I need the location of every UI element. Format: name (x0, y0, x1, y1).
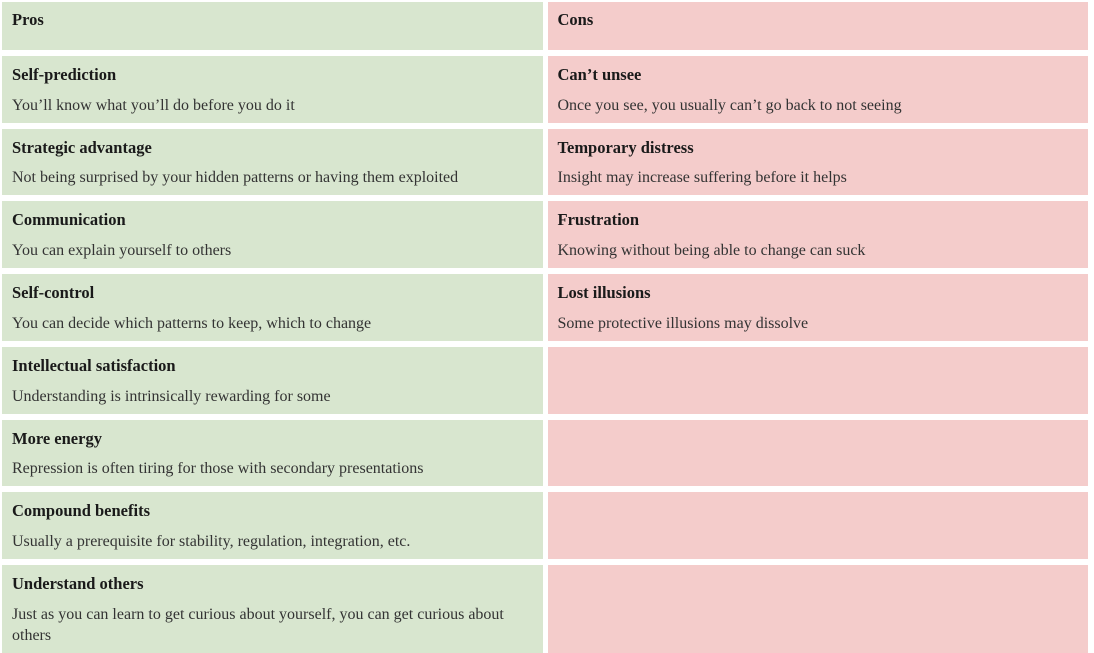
cell-title: Compound benefits (12, 501, 150, 521)
cell-body: You can decide which patterns to keep, w… (12, 314, 372, 332)
con-cell: Frustration Knowing without being able to… (547, 201, 1088, 269)
cell-body: Just as you can learn to get curious abo… (12, 605, 504, 644)
cons-column-header: Cons (547, 2, 1088, 50)
pro-cell: Self-prediction You’ll know what you’ll d… (2, 56, 543, 123)
cell-body: Repression is often tiring for those wit… (12, 460, 424, 478)
cell-title: Intellectual satisfaction (12, 355, 176, 375)
pros-header-label: Pros (12, 10, 44, 29)
cell-title: Temporary distress (557, 137, 694, 157)
pro-cell: Intellectual satisfaction Understanding i… (2, 346, 543, 414)
con-cell (547, 419, 1088, 487)
pro-cell: Communication You can explain yourself to… (2, 201, 543, 269)
pros-column-header: Pros (2, 2, 543, 50)
cell-title: Self-prediction (12, 65, 117, 84)
cell-title: More energy (12, 428, 102, 448)
pro-cell: More energy Repression is often tiring fo… (2, 419, 543, 487)
cons-header-label: Cons (557, 10, 594, 29)
pro-cell: Understand others Just as you can learn t… (2, 565, 543, 653)
cell-title: Lost illusions (557, 283, 651, 303)
cell-body: Understanding is intrinsically rewarding… (12, 387, 331, 405)
cell-body: Insight may increase suffering before it… (557, 169, 847, 187)
pro-cell: Strategic advantage Not being surprised b… (2, 128, 543, 196)
cell-title: Communication (12, 210, 126, 230)
con-cell (547, 565, 1088, 653)
cell-body: You’ll know what you’ll do before you do… (12, 96, 295, 114)
con-cell (547, 346, 1088, 414)
cell-body: Not being surprised by your hidden patte… (12, 169, 459, 187)
cell-body: You can explain yourself to others (12, 242, 232, 260)
con-cell: Can’t unsee Once you see, you usually can… (547, 56, 1088, 123)
cell-body: Once you see, you usually can’t go back … (557, 96, 902, 114)
cell-body: Usually a prerequisite for stability, re… (12, 533, 411, 551)
cell-title: Frustration (557, 210, 640, 230)
con-cell: Temporary distress Insight may increase s… (547, 128, 1088, 196)
cell-title: Self-control (12, 283, 95, 303)
pro-cell: Self-control You can decide which pattern… (2, 274, 543, 341)
cell-title: Strategic advantage (12, 137, 152, 157)
con-cell: Lost illusions Some protective illusions … (547, 274, 1088, 341)
cell-body: Knowing without being able to change can… (557, 242, 866, 260)
cell-body: Some protective illusions may dissolve (557, 314, 809, 332)
cell-title: Can’t unsee (557, 65, 642, 84)
con-cell (547, 492, 1088, 560)
cell-title: Understand others (12, 574, 144, 594)
pro-cell: Compound benefits Usually a prerequisite … (2, 492, 543, 560)
